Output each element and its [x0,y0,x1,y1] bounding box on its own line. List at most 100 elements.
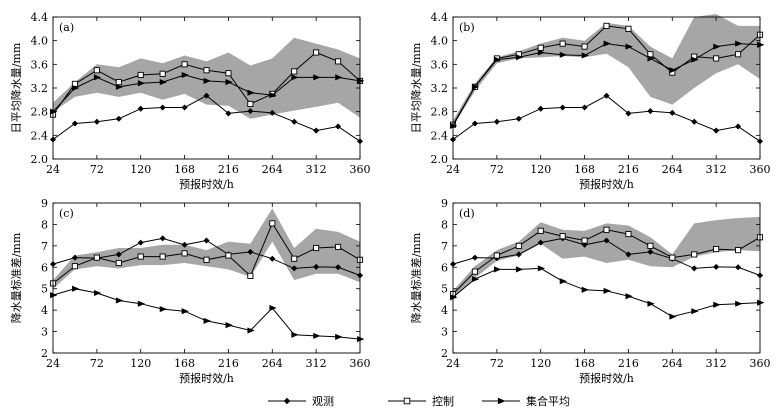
ensemble-mean-point [735,300,743,307]
observed-point [291,118,298,125]
observed-point [647,248,654,255]
observed-point [713,263,720,270]
panel-label: (a) [59,21,74,34]
ensemble-mean-point [72,285,80,292]
control-point [137,71,144,79]
observed-point [515,115,522,122]
legend-item-triangle-right: 集合平均 [482,394,570,408]
control-point [537,44,544,51]
legend-marker-diamond [283,397,291,405]
control-point [137,253,144,260]
y-tick-label: 5 [441,283,448,296]
ensemble-mean-line [52,288,361,340]
y-tick-label: 4.4 [31,11,49,24]
control-point [93,254,100,261]
y-axis-title: 日平均降水量/mm [409,42,423,133]
x-tick-label: 360 [750,163,771,176]
ensemble-mean-point [357,336,365,343]
observed-point [159,235,166,242]
ensemble-mean-point [603,287,611,294]
ensemble-mean-point [472,83,480,90]
x-tick-label: 72 [490,163,504,176]
observed-point [493,118,500,125]
panel-d: 2 3 4 5 6 7 8 9 24 72 120 168 216 264 312 360 (d) 预报时效/h 降… [409,197,771,385]
y-tick-label: 9 [41,197,48,210]
y-tick-label: 8 [441,218,448,231]
observed-point [669,109,676,116]
legend-label: 集合平均 [526,394,570,408]
observed-point [313,263,320,270]
control-point [493,252,500,259]
control-point [159,70,166,77]
ensemble-mean-point [757,41,765,48]
observed-point [335,123,342,130]
ensemble-mean-point [137,300,146,307]
observed-point [603,92,610,99]
ensemble-mean-point [335,74,343,81]
control-point [603,226,610,233]
control-point [581,43,588,50]
ensemble-mean-point [559,278,568,285]
legend-label: 控制 [432,394,454,408]
ensemble-mean-point [603,40,611,47]
observed-point [581,104,588,111]
control-point [225,252,232,259]
y-axis-title: 降水量标准差/mm [9,232,23,323]
y-tick-label: 2.8 [31,106,49,119]
panel-label: (b) [459,21,475,34]
ensemble-mean-point [515,54,524,61]
y-axis-title: 降水量标准差/mm [409,232,423,323]
observed-point [603,237,610,244]
x-tick-label: 24 [46,163,60,176]
legend-marker-square [403,397,411,405]
y-tick-label: 3.6 [431,58,449,71]
ensemble-mean-point [72,84,80,92]
control-point [581,237,588,244]
panel-a: 2.0 2.4 2.8 3.2 3.6 4.0 4.4 24 72 120 168 216 264 312… [9,11,371,191]
legend-item-square: 控制 [388,394,454,408]
ensemble-mean-point [247,89,255,96]
y-tick-label: 7 [41,240,48,253]
y-tick-label: 3.2 [431,82,449,95]
x-tick-label: 168 [174,357,195,370]
x-tick-label: 168 [174,163,195,176]
ensemble-mean-point [625,293,633,300]
control-point [669,254,676,261]
ensemble-mean-point [137,80,146,87]
observed-point [735,123,742,130]
y-tick-label: 8 [41,218,48,231]
ensemble-mean-point [581,286,589,293]
control-point [159,253,166,260]
x-tick-label: 312 [706,163,727,176]
observed-point [625,251,632,258]
control-point [625,231,632,238]
control-point [691,251,698,258]
ensemble-mean-point [247,327,255,334]
legend-marker-triangle-right [497,397,506,405]
x-tick-label: 216 [618,357,639,370]
control-point [115,259,122,267]
observed-point [181,104,188,111]
x-tick-label: 264 [662,357,683,370]
y-tick-label: 3.6 [31,58,49,71]
observed-point [269,109,276,116]
observed-point [713,127,720,134]
ensemble-mean-point [115,83,124,90]
ensemble-mean-point [537,49,546,56]
x-tick-label: 216 [218,163,239,176]
ensemble-mean-point [713,301,721,308]
y-tick-label: 5 [41,283,48,296]
x-tick-label: 360 [750,357,771,370]
control-point [93,67,100,74]
ensemble-mean-point [203,317,211,324]
y-tick-label: 4 [41,304,48,317]
control-point [247,100,254,108]
observed-point [71,120,78,127]
x-tick-label: 168 [574,357,595,370]
control-point [603,22,610,29]
ensemble-mean-point [493,266,502,273]
control-point [313,244,320,252]
observed-point [115,251,122,258]
y-tick-label: 6 [41,261,48,274]
x-tick-label: 120 [530,357,551,370]
